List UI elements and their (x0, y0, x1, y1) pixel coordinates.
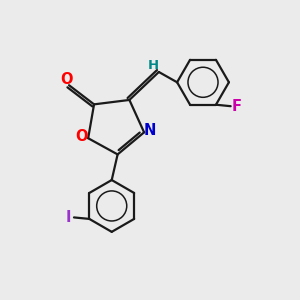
Text: O: O (75, 129, 88, 144)
Text: I: I (66, 210, 71, 225)
Text: H: H (148, 59, 159, 72)
Text: N: N (143, 123, 156, 138)
Text: O: O (60, 72, 72, 87)
Text: F: F (232, 99, 242, 114)
